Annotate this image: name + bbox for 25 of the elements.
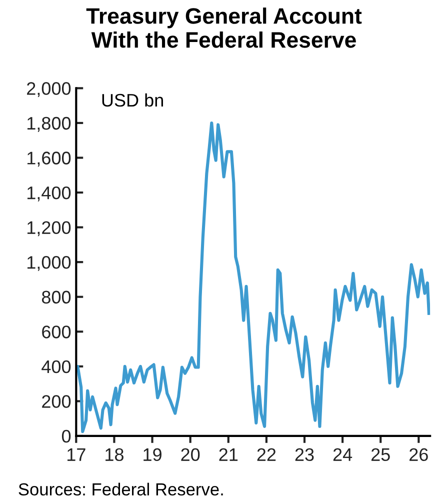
x-tick-label: 24 xyxy=(333,448,352,461)
x-tick-label: 18 xyxy=(106,448,124,462)
y-tick-label: 2,000 xyxy=(27,82,71,98)
x-tick-label: 21 xyxy=(219,448,238,461)
y-tick-label: 1,400 xyxy=(27,186,71,202)
y-axis-title: USD bn xyxy=(102,93,163,107)
y-tick-label: 200 xyxy=(42,395,71,408)
y-tick-label: 1,200 xyxy=(27,221,71,236)
y-tick-label: 1,600 xyxy=(27,152,71,167)
y-tick-label: 1,000 xyxy=(27,256,71,271)
x-tick-label: 23 xyxy=(295,448,314,462)
x-tick-label: 26 xyxy=(410,448,428,462)
source-note: Sources: Federal Reserve. xyxy=(18,482,223,496)
line-series xyxy=(76,121,430,434)
x-tick-label: 20 xyxy=(181,448,200,462)
y-tick-label: 400 xyxy=(42,360,71,374)
y-tick-label: 0 xyxy=(62,430,71,443)
x-tick-label: 17 xyxy=(67,448,86,461)
y-tick-label: 1,800 xyxy=(27,116,71,132)
x-tick-label: 25 xyxy=(371,448,390,462)
x-tick-label: 19 xyxy=(144,448,162,462)
y-tick-label: 800 xyxy=(42,290,71,304)
x-tick-label: 22 xyxy=(257,448,276,461)
y-tick-label: 600 xyxy=(42,326,71,338)
chart-title: Treasury General Account With the Federal Reserve xyxy=(86,8,362,48)
